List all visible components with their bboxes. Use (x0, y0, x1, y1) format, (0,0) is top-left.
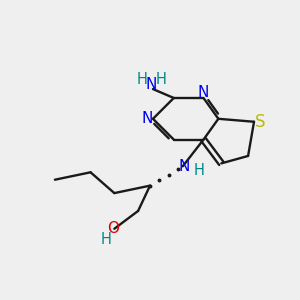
Text: N: N (178, 159, 190, 174)
Text: N: N (146, 77, 157, 92)
Text: H: H (156, 72, 167, 87)
Text: H: H (136, 72, 147, 87)
Text: O: O (107, 221, 119, 236)
Text: N: N (142, 111, 153, 126)
Text: S: S (255, 113, 266, 131)
Text: H: H (100, 232, 111, 247)
Text: N: N (198, 85, 209, 100)
Text: H: H (194, 163, 205, 178)
